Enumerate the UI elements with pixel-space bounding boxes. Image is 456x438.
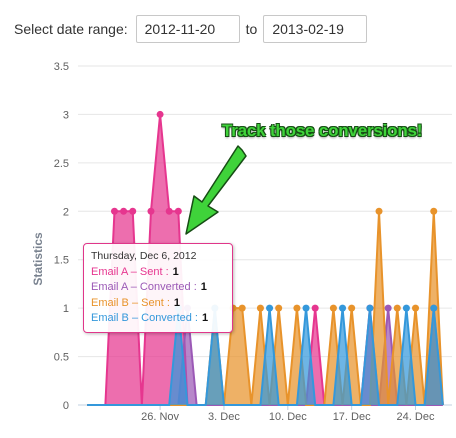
from-date-input[interactable] [135,15,240,43]
tooltip-row-email-a-converted: Email A – Converted :1 [91,280,225,296]
chart-tooltip: Thursday, Dec 6, 2012 Email A – Sent :1 … [83,243,233,333]
x-tick-label: 26. Nov [141,411,179,423]
data-point [329,304,337,312]
data-point [393,304,401,312]
data-point [174,207,182,215]
series-area [87,211,443,405]
data-point [302,304,310,312]
data-point [275,304,283,312]
data-point [110,207,118,215]
tooltip-value: 1 [172,265,179,278]
date-range-label: Select date range: [14,21,128,37]
y-tick-label: 0 [63,400,69,412]
y-tick-label: 1.5 [54,255,69,267]
data-point [120,207,128,215]
callout-annotation: Track those conversions! [222,121,423,140]
data-point [402,304,410,312]
data-point [129,207,137,215]
y-tick-label: 2 [63,206,69,218]
y-axis-title: Statistics [31,232,45,286]
tooltip-label: Email B – Sent : [91,296,170,309]
tooltip-value: 1 [202,312,209,324]
to-label: to [245,21,258,37]
chart-axis-labels: 0 0.5 1 1.5 2 2.5 3 3.5 26. Nov 3. Dec 10. Dec 17. … [54,61,435,423]
y-tick-label: 2.5 [54,158,69,170]
data-point [339,304,347,312]
data-point [256,304,264,312]
data-point [348,304,356,312]
data-point [384,304,392,312]
data-point [430,304,438,312]
tooltip-date: Thursday, Dec 6, 2012 [91,250,197,262]
data-point [375,207,383,215]
x-tick-label: 24. Dec [397,411,435,423]
data-point [165,207,173,215]
y-tick-label: 1 [63,303,69,315]
data-point [238,304,246,312]
data-point [412,304,420,312]
y-tick-label: 3.5 [54,61,69,73]
tooltip-row-email-a-sent: Email A – Sent :1 [91,265,225,281]
tooltip-value: 1 [200,281,207,293]
date-range-bar: Select date range: to [14,14,368,44]
tooltip-label: Email A – Converted : [91,281,197,293]
y-tick-label: 0.5 [54,352,69,364]
data-point [156,110,164,118]
y-tick-label: 3 [63,109,69,121]
tooltip-label: Email B – Converted : [91,312,198,324]
tooltip-label: Email A – Sent : [91,265,169,278]
x-tick-label: 3. Dec [208,411,240,423]
tooltip-row-email-b-sent: Email B – Sent :1 [91,296,225,312]
data-point [293,304,301,312]
to-date-input[interactable] [263,15,368,43]
x-tick-label: 17. Dec [333,411,371,423]
callout-arrow-icon [185,145,247,235]
data-point [430,207,438,215]
data-point [266,304,274,312]
data-point [147,207,155,215]
tooltip-value: 1 [173,296,180,309]
data-point [366,304,374,312]
data-point [311,304,319,312]
x-tick-label: 10. Dec [269,411,307,423]
tooltip-row-email-b-converted: Email B – Converted : 1 [91,311,225,327]
